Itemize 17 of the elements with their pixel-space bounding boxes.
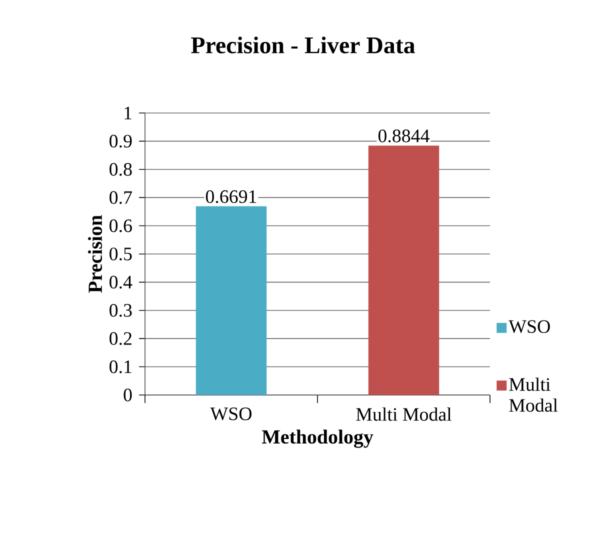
y-tick-label: 0.9	[110, 134, 132, 148]
x-axis-title: Methodology	[262, 430, 374, 448]
y-tick-label: 0	[124, 388, 132, 402]
legend-label: WSO	[508, 320, 550, 334]
y-tick-label: 0.6	[110, 219, 132, 232]
y-tick-label: 0.1	[110, 360, 132, 374]
chart-title: Precision - Liver Data	[191, 36, 415, 54]
y-tick-label: 1	[124, 106, 132, 120]
y-tick-label: 0.3	[110, 304, 132, 317]
y-tick-label: 0.5	[110, 248, 132, 260]
y-tick-label: 0.8	[110, 162, 132, 176]
y-tick-label: 0.2	[110, 332, 132, 346]
y-axis-title: Precision	[88, 215, 102, 293]
y-tick-label: 0.7	[110, 191, 132, 204]
data-label: 0.8844	[378, 130, 430, 142]
y-tick-label: 0.4	[110, 276, 132, 289]
data-label: 0.6691	[206, 190, 256, 204]
